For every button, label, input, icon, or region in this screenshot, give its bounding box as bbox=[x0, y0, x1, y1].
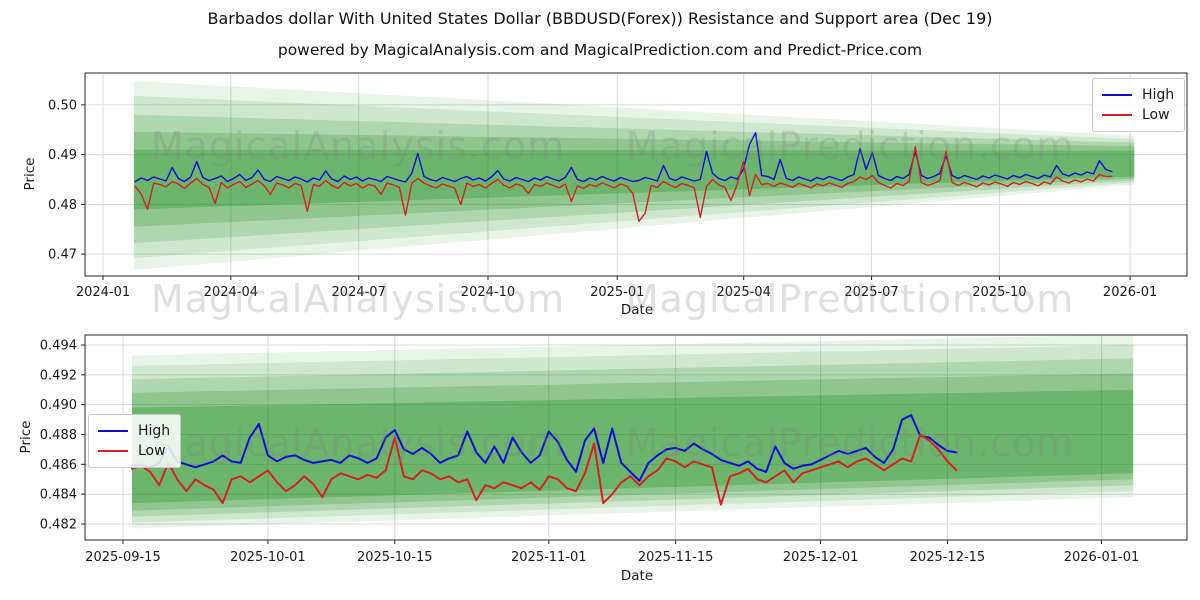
plot-border bbox=[84, 72, 1188, 277]
y-tick-label: 0.47 bbox=[48, 248, 77, 263]
legend-label-high: High bbox=[1142, 87, 1175, 103]
legend-label-low: Low bbox=[1142, 107, 1170, 123]
y-tick-label: 0.50 bbox=[48, 98, 77, 113]
legend-item-high: High bbox=[1102, 85, 1174, 105]
chart-title: Barbados dollar With United States Dolla… bbox=[207, 9, 993, 28]
y-tick-label: 0.482 bbox=[40, 518, 77, 533]
x-tick-label: 2025-04 bbox=[717, 285, 771, 300]
y-tick-label: 0.488 bbox=[40, 428, 77, 443]
legend-bottom: High Low bbox=[88, 414, 182, 468]
fan-band bbox=[132, 334, 1134, 529]
legend-item-low: Low bbox=[98, 441, 170, 461]
fan-band bbox=[133, 149, 1135, 210]
fan-band bbox=[133, 114, 1135, 244]
y-tick-label: 0.490 bbox=[40, 398, 77, 413]
high-line-swatch bbox=[98, 429, 128, 433]
y-axis-title-bottom: Price bbox=[18, 420, 34, 454]
high-line-swatch bbox=[1102, 93, 1132, 97]
x-tick-label: 2024-04 bbox=[204, 285, 258, 300]
y-tick-label: 0.48 bbox=[48, 198, 77, 213]
x-tick-label: 2026-01 bbox=[1103, 285, 1157, 300]
high-line bbox=[131, 414, 958, 482]
low-line-swatch bbox=[1102, 113, 1132, 117]
x-tick-label: 2024-07 bbox=[332, 285, 386, 300]
chart-subtitle: powered by MagicalAnalysis.com and Magic… bbox=[277, 41, 923, 59]
plot-border bbox=[84, 334, 1188, 541]
fan-band bbox=[133, 80, 1135, 271]
fan-band bbox=[133, 131, 1135, 227]
x-tick-label: 2025-10 bbox=[972, 285, 1026, 300]
fan-band bbox=[132, 389, 1134, 504]
y-tick-label: 0.486 bbox=[40, 458, 77, 473]
x-tick-label: 2025-07 bbox=[844, 285, 898, 300]
x-tick-label: 2026-01-01 bbox=[1064, 550, 1140, 565]
fan-band bbox=[132, 344, 1134, 523]
x-axis-title-bottom: Date bbox=[620, 568, 654, 584]
fan-band bbox=[132, 358, 1134, 517]
legend-label-low: Low bbox=[138, 443, 166, 459]
x-tick-label: 2025-10-01 bbox=[230, 550, 306, 565]
x-tick-label: 2025-10-15 bbox=[357, 550, 433, 565]
legend-top: High Low bbox=[1092, 78, 1186, 132]
y-tick-label: 0.484 bbox=[40, 488, 77, 503]
legend-item-high: High bbox=[98, 421, 170, 441]
x-tick-label: 2024-10 bbox=[461, 285, 515, 300]
x-tick-label: 2025-09-15 bbox=[85, 550, 161, 565]
x-axis-title-top: Date bbox=[620, 302, 654, 318]
x-tick-label: 2025-12-15 bbox=[910, 550, 986, 565]
low-line bbox=[131, 433, 958, 506]
x-tick-label: 2024-01 bbox=[76, 285, 130, 300]
legend-item-low: Low bbox=[1102, 105, 1174, 125]
y-tick-label: 0.49 bbox=[48, 148, 77, 163]
fan-band bbox=[132, 373, 1134, 511]
legend-label-high: High bbox=[138, 423, 171, 439]
low-line-swatch bbox=[98, 449, 128, 453]
low-line bbox=[134, 145, 1113, 223]
x-tick-label: 2025-01 bbox=[590, 285, 644, 300]
x-tick-label: 2025-12-01 bbox=[783, 550, 859, 565]
y-axis-title-top: Price bbox=[22, 157, 38, 191]
y-tick-label: 0.494 bbox=[40, 338, 77, 353]
y-tick-label: 0.492 bbox=[40, 368, 77, 383]
fan-band bbox=[133, 95, 1135, 259]
x-tick-label: 2025-11-01 bbox=[511, 550, 587, 565]
x-tick-label: 2025-11-15 bbox=[638, 550, 714, 565]
